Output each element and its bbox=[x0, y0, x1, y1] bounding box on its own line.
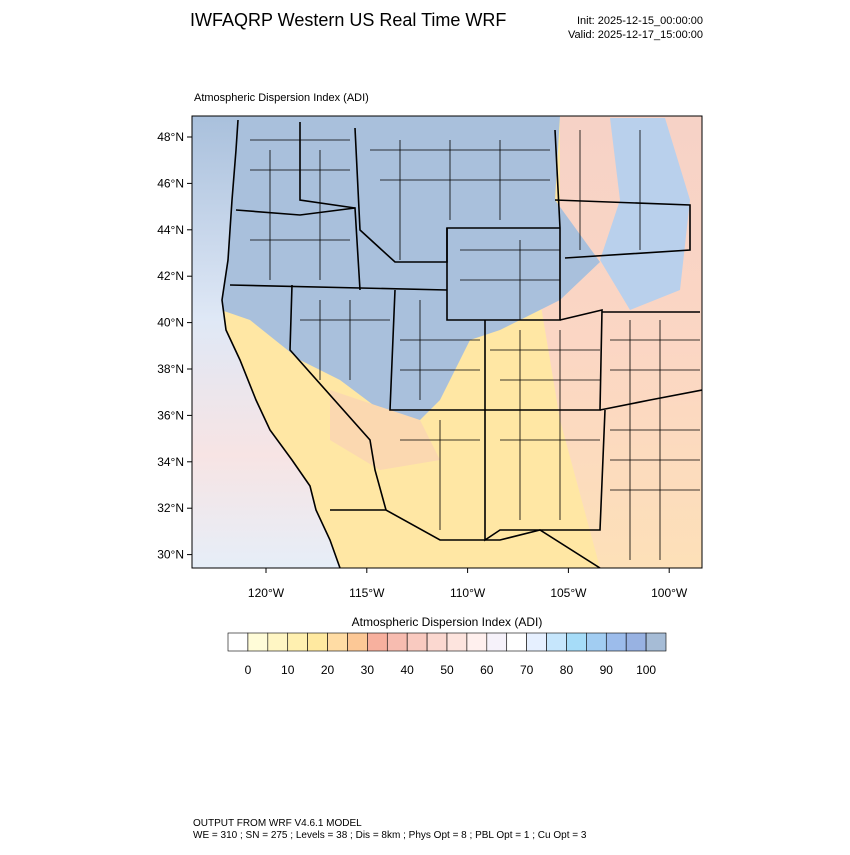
init-time: Init: 2025-12-15_00:00:00 bbox=[577, 15, 703, 27]
colorbar-box bbox=[367, 632, 388, 652]
lat-label: 44°N bbox=[157, 223, 184, 237]
colorbar-box bbox=[327, 632, 348, 652]
colorbar-box bbox=[625, 632, 647, 652]
lon-label: 120°W bbox=[248, 586, 285, 600]
footer-line: WE = 310 ; SN = 275 ; Levels = 38 ; Dis … bbox=[193, 830, 587, 841]
state-border bbox=[599, 389, 702, 411]
colorbar-box bbox=[466, 632, 488, 652]
colorbar-box bbox=[566, 632, 587, 652]
map bbox=[192, 116, 702, 568]
mid-adi-field bbox=[330, 390, 440, 470]
state-border bbox=[554, 199, 691, 259]
colorbar-label: 20 bbox=[321, 663, 335, 677]
colorbar-box bbox=[446, 632, 468, 652]
colorbar-label: 50 bbox=[440, 663, 454, 677]
colorbar-label: 60 bbox=[480, 663, 494, 677]
colorbar-box bbox=[645, 632, 667, 652]
state-border bbox=[289, 284, 387, 511]
footer-line: OUTPUT FROM WRF V4.6.1 MODEL bbox=[193, 818, 362, 829]
state-border bbox=[354, 127, 560, 263]
lat-label: 30°N bbox=[157, 548, 184, 562]
colorbar-label: 100 bbox=[636, 663, 656, 677]
colorbar-label: 10 bbox=[281, 663, 295, 677]
colorbar-label: 40 bbox=[401, 663, 415, 677]
lat-label: 34°N bbox=[157, 455, 184, 469]
colorbar-title: Atmospheric Dispersion Index (ADI) bbox=[352, 615, 543, 629]
colorbar-label: 30 bbox=[361, 663, 375, 677]
colorbar-box bbox=[526, 632, 547, 652]
colorbar-box bbox=[347, 632, 368, 652]
lat-label: 42°N bbox=[157, 269, 184, 283]
colorbar-box bbox=[247, 632, 269, 652]
valid-time: Valid: 2025-12-17_15:00:00 bbox=[568, 29, 703, 41]
map-frame bbox=[191, 115, 703, 569]
state-border bbox=[235, 207, 361, 291]
colorbar-box bbox=[406, 632, 428, 652]
map-axis-labels: 48°N 46°N 44°N 42°N 40°N 38°N 36°N 34°N 32°N 30°N… bbox=[157, 130, 688, 600]
state-border bbox=[299, 122, 356, 209]
lat-label: 48°N bbox=[157, 130, 184, 144]
lat-label: 38°N bbox=[157, 362, 184, 376]
colorbar-box bbox=[426, 632, 448, 652]
colorbar-box bbox=[486, 632, 508, 652]
title: IWFAQRP Western US Real Time WRF bbox=[190, 10, 506, 30]
lat-label: 46°N bbox=[157, 176, 184, 190]
lon-label: 115°W bbox=[349, 586, 385, 600]
colorbar-box bbox=[605, 632, 627, 652]
ocean-field bbox=[192, 116, 340, 568]
lat-label: 36°N bbox=[157, 408, 184, 422]
colorbar-box bbox=[386, 632, 408, 652]
colorbar-box bbox=[307, 632, 328, 652]
state-border bbox=[229, 284, 448, 291]
high-adi-field bbox=[600, 118, 690, 310]
colorbar-box bbox=[267, 632, 289, 652]
colorbar-label: 90 bbox=[600, 663, 614, 677]
map-title: Atmospheric Dispersion Index (ADI) bbox=[194, 92, 369, 104]
county-lines bbox=[250, 130, 700, 560]
coastline bbox=[221, 119, 341, 568]
colorbar-box bbox=[546, 632, 567, 652]
colorbar-label: 0 bbox=[245, 663, 252, 677]
colorbar-box bbox=[227, 632, 249, 652]
colorbar-label: 70 bbox=[520, 663, 534, 677]
border bbox=[330, 509, 601, 568]
lon-label: 105°W bbox=[550, 586, 587, 600]
lat-label: 32°N bbox=[157, 501, 184, 515]
colorbar-label: 80 bbox=[560, 663, 574, 677]
colorbar: 0 10 20 30 40 50 60 70 80 90 100 bbox=[227, 632, 667, 677]
high-adi-field bbox=[192, 116, 600, 430]
lon-label: 110°W bbox=[450, 586, 486, 600]
colorbar-box bbox=[586, 632, 607, 652]
colorbar-box bbox=[287, 632, 308, 652]
lat-label: 40°N bbox=[157, 316, 184, 330]
colorbar-box bbox=[506, 632, 527, 652]
lon-label: 100°W bbox=[651, 586, 688, 600]
